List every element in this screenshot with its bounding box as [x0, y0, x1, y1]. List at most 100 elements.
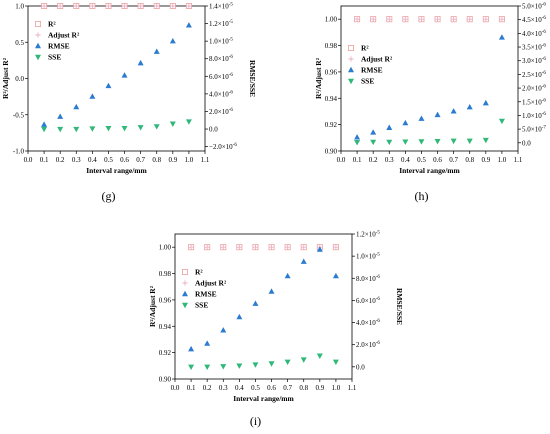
data-point — [386, 16, 392, 22]
data-point — [466, 138, 473, 145]
y-tick-label: 0.90 — [159, 376, 172, 384]
plot-frame — [340, 5, 519, 152]
chart-panel-3: 0.0 0.1 0.2 0.3 0.4 0.5 0.6 0.7 0.8 0.9 1.0 1.1 0.90… — [148, 231, 404, 429]
data-point — [89, 93, 96, 99]
data-point — [402, 139, 409, 145]
x-tick-label: 0.6 — [433, 156, 442, 164]
y-tick-label: -0.5 — [13, 111, 25, 119]
data-point — [467, 16, 473, 22]
x-tick-label: 0.2 — [56, 156, 65, 164]
legend-label: Adjust R² — [195, 279, 227, 288]
y-tick-label: 1.0 — [15, 3, 24, 11]
data-point — [354, 134, 361, 140]
legend-marker — [35, 20, 42, 27]
data-point — [204, 244, 210, 250]
data-point — [268, 244, 275, 250]
x-tick-label: 0.9 — [315, 384, 324, 392]
series-r- — [354, 16, 505, 23]
data-point — [482, 99, 489, 106]
y-tick-label: 0.94 — [159, 323, 172, 331]
x-tick-label: 0.3 — [385, 156, 394, 164]
data-point — [121, 125, 128, 132]
series-rmse — [354, 34, 505, 140]
x-tick-label: 0.7 — [136, 156, 145, 164]
y2-tick-label: 4.0×10-6 — [522, 30, 546, 38]
data-point — [57, 126, 64, 133]
data-point — [138, 3, 144, 9]
y2-tick-label: 2.5×10-6 — [522, 71, 546, 79]
y-tick-label: -1.0 — [13, 148, 25, 156]
legend-label: R² — [361, 44, 369, 53]
y2-tick-label: 8.0×10-6 — [209, 55, 233, 63]
x-tick-label: 0.5 — [104, 156, 113, 164]
data-point — [268, 288, 275, 294]
series-sse — [41, 119, 192, 133]
y2-tick-label: 0.0 — [209, 126, 218, 134]
data-point — [89, 3, 95, 9]
data-point — [370, 139, 377, 146]
legend-marker — [181, 268, 188, 275]
y-tick-label: 0.96 — [159, 296, 172, 304]
series-adjust-r- — [188, 244, 339, 250]
series-adjust-r- — [41, 3, 192, 9]
data-point — [418, 16, 425, 22]
data-point — [434, 16, 441, 22]
legend-label: SSE — [195, 301, 208, 310]
legend-label: RMSE — [195, 290, 217, 299]
y2-tick-label: 3.0×10-6 — [522, 57, 546, 65]
data-point — [73, 103, 80, 110]
data-point — [402, 119, 409, 126]
x-axis-label: Interval range/mm — [399, 166, 460, 175]
data-point — [188, 364, 195, 371]
plot-frame — [174, 233, 353, 380]
data-point — [466, 104, 473, 110]
y-tick-label: 0.98 — [159, 270, 172, 278]
data-point — [482, 137, 489, 144]
legend-marker — [348, 56, 354, 62]
legend-label: R² — [195, 268, 203, 277]
data-point — [186, 3, 192, 9]
series-sse — [188, 353, 339, 371]
y2-tick-label: 5.0×10-6 — [522, 3, 546, 11]
x-tick-label: 0.7 — [283, 384, 292, 392]
data-point — [236, 363, 243, 369]
data-point — [451, 16, 457, 22]
data-point — [105, 3, 112, 9]
data-point — [153, 48, 160, 54]
y-tick-label: 0.96 — [325, 68, 338, 76]
data-point — [284, 359, 291, 366]
x-tick-label: 1.1 — [348, 384, 357, 392]
data-point — [285, 244, 291, 250]
data-point — [185, 22, 192, 28]
y-tick-label: 0.94 — [325, 95, 338, 103]
data-point — [204, 364, 211, 371]
series-rmse — [188, 246, 339, 352]
x-tick-label: 1.1 — [201, 156, 210, 164]
legend: R² Adjust R² RMSE SSE — [35, 20, 80, 62]
data-point — [434, 138, 441, 145]
data-point — [57, 3, 63, 9]
legend-marker — [182, 302, 188, 309]
data-point — [204, 340, 211, 346]
series-sse — [354, 118, 505, 146]
y2-tick-label: 2.0×10-6 — [356, 341, 380, 349]
data-point — [121, 72, 128, 78]
data-point — [450, 108, 457, 114]
legend-marker — [347, 45, 354, 52]
data-point — [418, 115, 425, 121]
y-tick-label: 0.92 — [325, 121, 338, 129]
data-point — [185, 119, 192, 125]
data-point — [41, 121, 48, 127]
data-point — [154, 3, 160, 9]
x-tick-label: 0.2 — [369, 156, 378, 164]
y-tick-label: 0.0 — [15, 75, 24, 83]
x-tick-label: 1.0 — [498, 156, 507, 164]
x-tick-label: 0.3 — [72, 156, 81, 164]
x-tick-label: 0.4 — [88, 156, 97, 164]
legend: R² Adjust R² RMSE SSE — [347, 44, 393, 86]
y-tick-label: 0.90 — [325, 148, 338, 156]
data-point — [301, 244, 307, 250]
y2-tick-label: 4.0×10-6 — [209, 90, 233, 98]
x-tick-label: 0.7 — [449, 156, 458, 164]
x-tick-label: 0.0 — [24, 156, 33, 164]
